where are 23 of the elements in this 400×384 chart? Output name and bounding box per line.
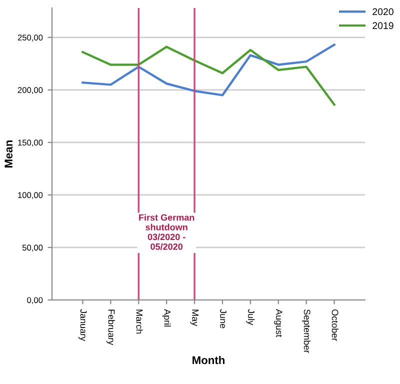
x-tick-label: August xyxy=(274,309,282,338)
y-tick-label: 200,00 xyxy=(18,87,43,94)
line-series xyxy=(82,46,336,106)
x-tick-label: July xyxy=(246,309,255,326)
y-axis-title: Mean xyxy=(4,140,13,168)
legend-label: 2020 xyxy=(372,8,394,16)
x-tick-label: September xyxy=(302,309,311,354)
y-tick-label: 150,00 xyxy=(18,140,43,147)
y-tick-label: 50,00 xyxy=(22,244,43,252)
x-tick-label: January xyxy=(78,309,87,342)
annotation: First German shutdown 03/2020 - 05/2020 xyxy=(139,214,194,250)
x-tick-label: October xyxy=(332,309,338,341)
x-tick-label: February xyxy=(106,310,115,346)
y-tick-label: 100,00 xyxy=(18,192,43,200)
legend-label: 2019 xyxy=(372,22,394,30)
x-axis-title: Month xyxy=(192,356,224,364)
y-tick-label: 0,00 xyxy=(27,297,43,304)
y-tick-label: 250,00 xyxy=(18,34,43,42)
x-tick-label: April xyxy=(162,309,171,326)
x-tick-label: March xyxy=(136,310,143,334)
x-tick-label: June xyxy=(220,309,226,328)
x-tick-label: May xyxy=(190,310,198,326)
line-series xyxy=(82,44,336,96)
